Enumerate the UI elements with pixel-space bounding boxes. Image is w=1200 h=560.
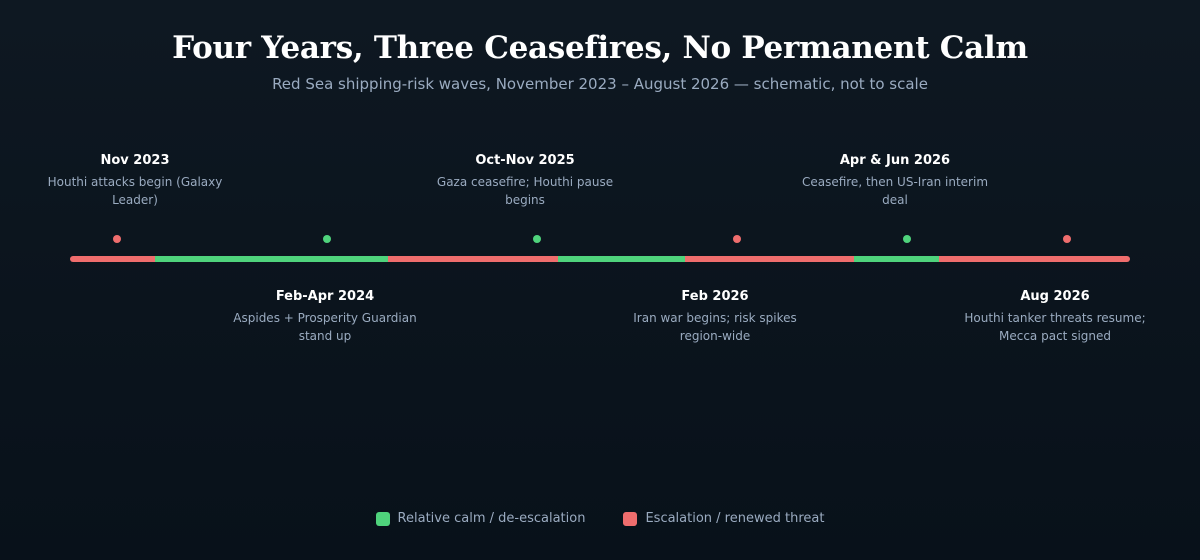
event-marker	[113, 235, 121, 243]
event-description: Houthi attacks begin (Galaxy Leader)	[47, 175, 223, 207]
event-date: Oct-Nov 2025	[475, 153, 575, 168]
event-description: Ceasefire, then US-Iran interim deal	[801, 175, 989, 207]
calm-swatch	[375, 511, 390, 526]
event-date: Apr & Jun 2026	[839, 153, 951, 168]
event-label: Oct-Nov 2025 Gaza ceasefire; Houthi paus…	[430, 153, 620, 209]
timeline-segment-calm	[558, 256, 685, 262]
escalation-swatch	[623, 511, 638, 526]
timeline-segment-escalation	[939, 256, 1130, 262]
event-label: Feb-Apr 2024 Aspides + Prosperity Guardi…	[230, 289, 420, 345]
event-label: Feb 2026 Iran war begins; risk spikes re…	[620, 289, 810, 345]
legend-item-escalation: Escalation / renewed threat	[623, 511, 824, 526]
timeline-segment-escalation	[388, 256, 558, 262]
event-label: Aug 2026 Houthi tanker threats resume; M…	[960, 289, 1150, 345]
legend-label-calm: Relative calm / de-escalation	[397, 511, 586, 526]
timeline-segment-calm	[854, 256, 939, 262]
event-description: Houthi tanker threats resume; Mecca pact…	[964, 311, 1146, 343]
page-subtitle: Red Sea shipping-risk waves, November 20…	[272, 75, 928, 93]
event-marker	[533, 235, 541, 243]
legend-label-escalation: Escalation / renewed threat	[645, 511, 825, 526]
event-date: Nov 2023	[100, 153, 170, 168]
page-title: Four Years, Three Ceasefires, No Permane…	[172, 30, 1028, 66]
event-date: Feb-Apr 2024	[275, 289, 375, 304]
timeline-segment-calm	[155, 256, 388, 262]
event-description: Gaza ceasefire; Houthi pause begins	[436, 175, 614, 207]
event-date: Aug 2026	[1020, 289, 1090, 304]
event-marker	[1063, 235, 1071, 243]
event-marker	[903, 235, 911, 243]
event-marker	[323, 235, 331, 243]
event-label: Nov 2023 Houthi attacks begin (Galaxy Le…	[40, 153, 230, 209]
timeline-segment-escalation	[685, 256, 854, 262]
event-label: Apr & Jun 2026 Ceasefire, then US-Iran i…	[800, 153, 990, 209]
event-description: Aspides + Prosperity Guardian stand up	[233, 311, 417, 343]
legend: Relative calm / de-escalation Escalation…	[0, 511, 1200, 526]
event-description: Iran war begins; risk spikes region-wide	[633, 311, 797, 343]
legend-item-calm: Relative calm / de-escalation	[375, 511, 586, 526]
event-date: Feb 2026	[681, 289, 749, 304]
event-marker	[733, 235, 741, 243]
timeline-segment-escalation	[70, 256, 155, 262]
